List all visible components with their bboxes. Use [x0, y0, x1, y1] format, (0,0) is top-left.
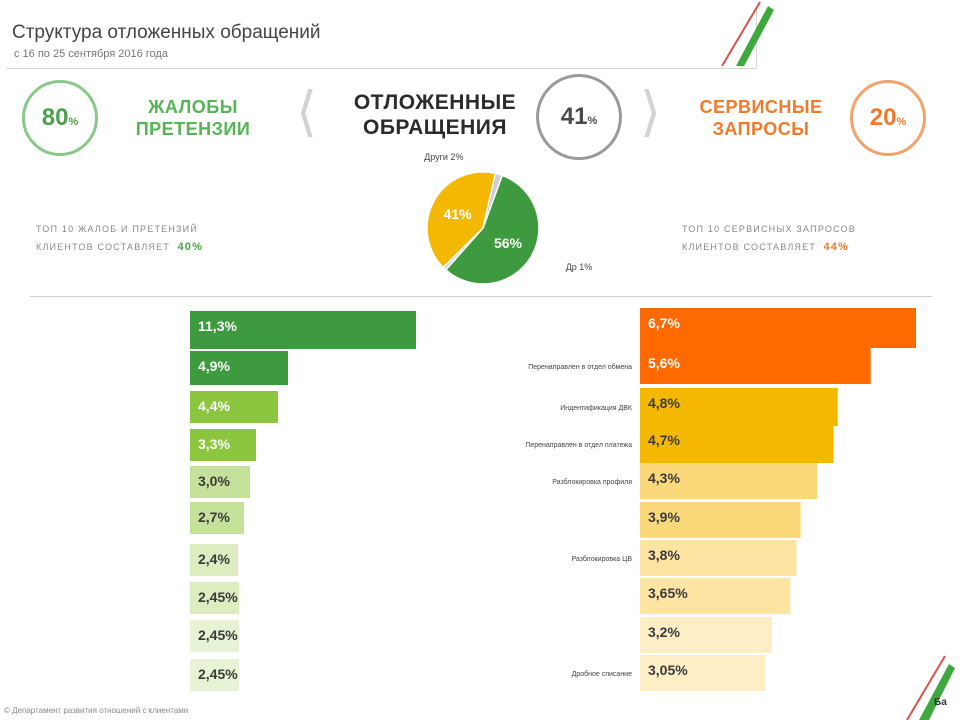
deferred-percent-ring: 41% — [536, 74, 622, 160]
left-chevron-icon: ⟨ — [296, 82, 318, 142]
complaints-bar-value-label: 3,3% — [198, 436, 230, 452]
service-bar-value-label: 3,05% — [648, 662, 688, 678]
service-bar-value-label: 4,7% — [648, 432, 680, 448]
service-bar-value-label: 5,6% — [648, 355, 680, 371]
service-category-label: Разблокировка профиля — [552, 478, 632, 486]
deferred-structure-pie-chart: 56% Др 1% 41% Други 2% — [424, 152, 593, 285]
complaints-bar-value-label: 3,0% — [198, 473, 230, 489]
deferred-percent-value: 41 — [560, 103, 588, 130]
complaints-bar — [190, 502, 244, 534]
service-category-label: Перенаправлен в отдел платежа — [525, 442, 632, 449]
service-requests-bar-chart: 6,7% 5,6% Перенаправлен в отдел обмена 4,8%… — [525, 308, 916, 691]
brand-logo-icon — [721, 1, 774, 66]
top10-service-caption: ТОП 10 СЕРВИСНЫХ ЗАПРОСОВ КЛИЕНТОВ СОСТА… — [682, 220, 932, 256]
service-label-line2: ЗАПРОСЫ — [712, 119, 810, 139]
service-category-label: Индентификация ДВК — [560, 405, 633, 412]
complaints-bar — [190, 351, 288, 385]
brand-logo-bottom-icon — [906, 655, 955, 720]
pie-slice-label: Др 1% — [566, 262, 593, 272]
top10-complaints-line1: ТОП 10 ЖАЛОБ И ПРЕТЕНЗИЙ — [36, 224, 199, 234]
service-bar-value-label: 3,8% — [648, 547, 680, 563]
complaints-bar — [190, 391, 278, 423]
pie-slice-label: Други 2% — [424, 152, 463, 162]
complaints-bar-value-label: 2,45% — [198, 627, 238, 643]
complaints-bar — [190, 311, 416, 349]
top10-service-line1: ТОП 10 СЕРВИСНЫХ ЗАПРОСОВ — [682, 224, 856, 234]
complaints-label: ЖАЛОБЫ ПРЕТЕНЗИИ — [108, 96, 278, 140]
page-title: Структура отложенных обращений — [12, 22, 321, 43]
complaints-bar — [190, 620, 239, 652]
complaints-bar — [190, 429, 256, 461]
service-percent-ring: 20% — [850, 80, 926, 156]
top10-service-line2: КЛИЕНТОВ СОСТАВЛЯЕТ — [682, 242, 817, 252]
service-bar-value-label: 3,9% — [648, 509, 680, 525]
service-bar — [640, 425, 834, 463]
complaints-bar — [190, 582, 239, 614]
service-bar — [640, 308, 916, 348]
deferred-percent-unit: % — [587, 115, 598, 127]
complaints-percent-ring: 80% — [22, 80, 98, 156]
service-label: СЕРВИСНЫЕ ЗАПРОСЫ — [676, 96, 846, 140]
deferred-label-line1: ОТЛОЖЕННЫЕ — [353, 91, 517, 114]
section-divider — [30, 296, 932, 297]
pie-slice — [426, 171, 497, 269]
top10-service-value: 44% — [823, 241, 850, 253]
complaints-bar-chart: 11,3% 4,9% 4,4% 3,3% 3,0% 2,7% 2,4% 2,45% 2,45% 2… — [190, 311, 416, 691]
complaints-percent-unit: % — [68, 116, 79, 128]
service-percent-unit: % — [896, 116, 907, 128]
service-bar — [640, 348, 871, 384]
deferred-label-line2: ОБРАЩЕНИЯ — [362, 116, 507, 139]
deferred-label: ОТЛОЖЕННЫЕ ОБРАЩЕНИЯ — [330, 90, 540, 140]
pie-slice-value-label: 41% — [444, 206, 473, 222]
service-label-line1: СЕРВИСНЫЕ — [699, 97, 823, 117]
complaints-bar-value-label: 2,7% — [198, 509, 230, 525]
complaints-bar — [190, 544, 238, 576]
complaints-label-line1: ЖАЛОБЫ — [148, 97, 238, 117]
complaints-bar-value-label: 11,3% — [198, 318, 237, 334]
service-bar — [640, 655, 766, 691]
complaints-bar-value-label: 4,9% — [198, 358, 230, 374]
service-category-label: Перенаправлен в отдел обмена — [528, 363, 632, 371]
top10-complaints-caption: ТОП 10 ЖАЛОБ И ПРЕТЕНЗИЙ КЛИЕНТОВ СОСТАВ… — [36, 220, 286, 256]
page-subtitle: с 16 по 25 сентября 2016 года — [14, 48, 168, 60]
service-percent-value: 20 — [869, 104, 897, 131]
service-bar-value-label: 6,7% — [648, 315, 680, 331]
complaints-label-line2: ПРЕТЕНЗИИ — [135, 119, 251, 139]
footnote: © Департамент развития отношений с клиен… — [4, 706, 189, 715]
complaints-bar-value-label: 2,45% — [198, 589, 238, 605]
top10-complaints-value: 40% — [177, 241, 204, 253]
top10-complaints-line2: КЛИЕНТОВ СОСТАВЛЯЕТ — [36, 242, 171, 252]
complaints-percent-value: 80 — [41, 104, 69, 131]
service-bar — [640, 388, 838, 426]
service-bar-value-label: 3,65% — [648, 585, 688, 601]
service-bar — [640, 463, 818, 499]
service-bar-value-label: 4,8% — [648, 395, 680, 411]
service-bar-value-label: 4,3% — [648, 470, 680, 486]
pie-slice — [444, 174, 540, 285]
right-chevron-icon: ⟩ — [640, 82, 662, 142]
service-category-label: Разблокировка ЦВ — [571, 555, 632, 563]
complaints-bar-value-label: 2,4% — [198, 551, 230, 567]
header-box: Структура отложенных обращений с 16 по 2… — [6, 8, 757, 69]
pie-slice-value-label: 56% — [494, 235, 523, 251]
complaints-bar-value-label: 2,45% — [198, 666, 238, 682]
pie-slice — [482, 172, 504, 229]
service-category-label: Дробное списание — [572, 670, 633, 678]
complaints-bar — [190, 466, 250, 498]
service-bar-value-label: 3,2% — [648, 624, 680, 640]
service-bar — [640, 540, 797, 576]
brand-logo-text: Ба — [934, 697, 947, 708]
service-bar — [640, 502, 801, 538]
complaints-bar — [190, 659, 239, 691]
service-bar — [640, 617, 772, 653]
complaints-bar-value-label: 4,4% — [198, 398, 230, 414]
service-bar — [640, 578, 791, 614]
